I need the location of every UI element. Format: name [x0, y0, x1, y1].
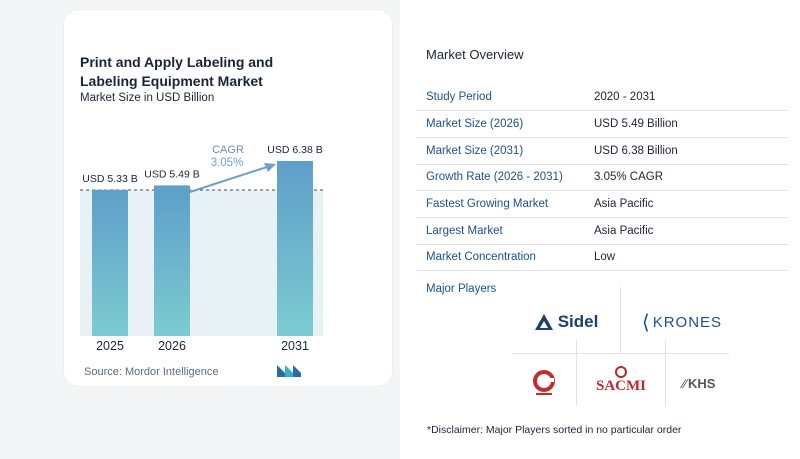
row-value: USD 5.49 Billion [584, 110, 788, 138]
cagr-label: CAGR [212, 144, 244, 156]
divider [620, 287, 621, 353]
divider [665, 340, 666, 406]
major-players-title: Major Players [426, 283, 497, 295]
sacmi-mark-icon [615, 365, 627, 378]
chart-subtitle: Market Size in USD Billion [80, 92, 215, 104]
table-row: Market Size (2031) USD 6.38 Billion [416, 137, 788, 165]
table-row: Market Size (2026) USD 5.49 Billion [416, 110, 788, 138]
row-value: 3.05% CAGR [584, 164, 788, 192]
table-row: Largest Market Asia Pacific [416, 217, 788, 245]
bar-2026 [154, 185, 190, 336]
row-key: Market Size (2026) [416, 110, 584, 138]
divider [576, 340, 577, 406]
overview-table: Study Period 2020 - 2031 Market Size (202… [416, 84, 788, 272]
table-row: Market Concentration Low [416, 244, 788, 272]
source-note: Source: Mordor Intelligence [84, 366, 219, 378]
x-tick-label: 2031 [281, 339, 309, 353]
row-value: Asia Pacific [584, 190, 788, 218]
x-tick-label: 2025 [96, 339, 124, 353]
row-key: Market Concentration [416, 244, 584, 272]
row-value: USD 6.38 Billion [584, 137, 788, 165]
krones-logo: ⟨ KRONES [636, 308, 728, 336]
data-label: USD 6.38 B [267, 144, 322, 156]
cagr-arrowhead [264, 163, 276, 172]
data-label: USD 5.49 B [144, 168, 199, 180]
row-key: Largest Market [416, 217, 584, 245]
krones-k-icon: ⟨ [641, 311, 650, 334]
table-row: Study Period 2020 - 2031 [416, 84, 788, 112]
sidel-wordmark: Sidel [557, 312, 599, 331]
bar-2031 [277, 161, 313, 336]
krones-wordmark: KRONES [652, 313, 723, 331]
sacmi-wordmark: SACMI [595, 377, 646, 394]
khs-mark-icon: ⁄⁄ [682, 375, 687, 391]
row-value: Asia Pacific [584, 217, 788, 245]
row-key: Study Period [416, 84, 584, 112]
group-logo [527, 366, 561, 400]
sidel-logo: Sidel [526, 308, 606, 336]
chart-title: Print and Apply Labeling and Labeling Eq… [80, 54, 274, 89]
x-tick-label: 2026 [158, 339, 186, 353]
sacmi-logo: SACMI [588, 362, 654, 398]
bar-2025 [92, 189, 128, 336]
cagr-arrow [189, 164, 274, 193]
khs-wordmark: KHS [687, 375, 716, 391]
table-row: Fastest Growing Market Asia Pacific [416, 190, 788, 218]
data-label: USD 5.33 B [82, 173, 137, 185]
cagr-value: 3.05% [211, 157, 244, 169]
row-key: Fastest Growing Market [416, 190, 584, 218]
row-value: 2020 - 2031 [584, 84, 788, 112]
bar-chart: USD 5.33 B USD 5.49 B USD 6.38 B 2025 2026 2… [80, 144, 323, 353]
row-key: Market Size (2031) [416, 137, 584, 165]
overview-title: Market Overview [426, 47, 524, 62]
khs-logo: ⁄⁄ KHS [674, 372, 724, 394]
row-value: Low [584, 244, 788, 272]
circle-g-mark-icon [533, 370, 555, 395]
table-row: Growth Rate (2026 - 2031) 3.05% CAGR [416, 164, 788, 192]
divider [512, 353, 729, 354]
mordor-logo-icon [277, 365, 301, 377]
sidel-mark-icon [534, 314, 553, 330]
disclaimer: *Disclaimer: Major Players sorted in no … [427, 424, 682, 436]
row-key: Growth Rate (2026 - 2031) [416, 164, 584, 192]
